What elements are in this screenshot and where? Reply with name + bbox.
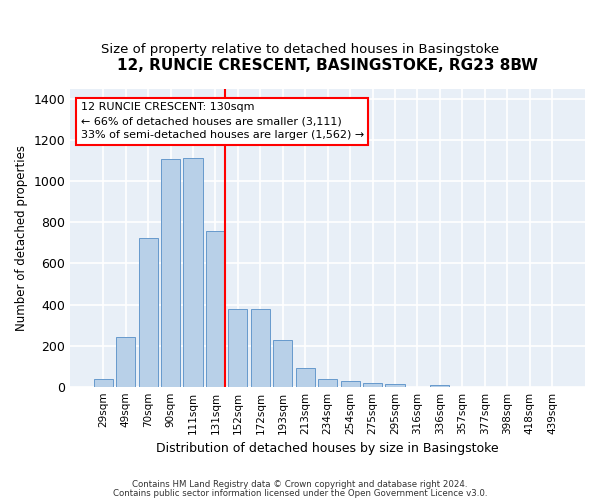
Bar (229, 308, 247, 386)
Bar (318, 379, 337, 386)
Bar (251, 308, 270, 386)
Bar (184, 158, 203, 386)
Bar (296, 368, 315, 386)
Bar (206, 230, 225, 386)
Text: Contains public sector information licensed under the Open Government Licence v3: Contains public sector information licen… (113, 488, 487, 498)
Bar (341, 381, 359, 386)
X-axis label: Distribution of detached houses by size in Basingstoke: Distribution of detached houses by size … (157, 442, 499, 455)
Bar (161, 159, 180, 386)
Bar (273, 340, 292, 386)
Text: 12 RUNCIE CRESCENT: 130sqm
← 66% of detached houses are smaller (3,111)
33% of s: 12 RUNCIE CRESCENT: 130sqm ← 66% of deta… (80, 102, 364, 141)
Title: 12, RUNCIE CRESCENT, BASINGSTOKE, RG23 8BW: 12, RUNCIE CRESCENT, BASINGSTOKE, RG23 8… (117, 58, 538, 72)
Bar (94, 380, 113, 386)
Bar (363, 382, 382, 386)
Bar (430, 384, 449, 386)
Bar (139, 238, 158, 386)
Y-axis label: Number of detached properties: Number of detached properties (15, 145, 28, 331)
Text: Contains HM Land Registry data © Crown copyright and database right 2024.: Contains HM Land Registry data © Crown c… (132, 480, 468, 489)
Text: Size of property relative to detached houses in Basingstoke: Size of property relative to detached ho… (101, 42, 499, 56)
Bar (385, 384, 404, 386)
Bar (116, 338, 135, 386)
